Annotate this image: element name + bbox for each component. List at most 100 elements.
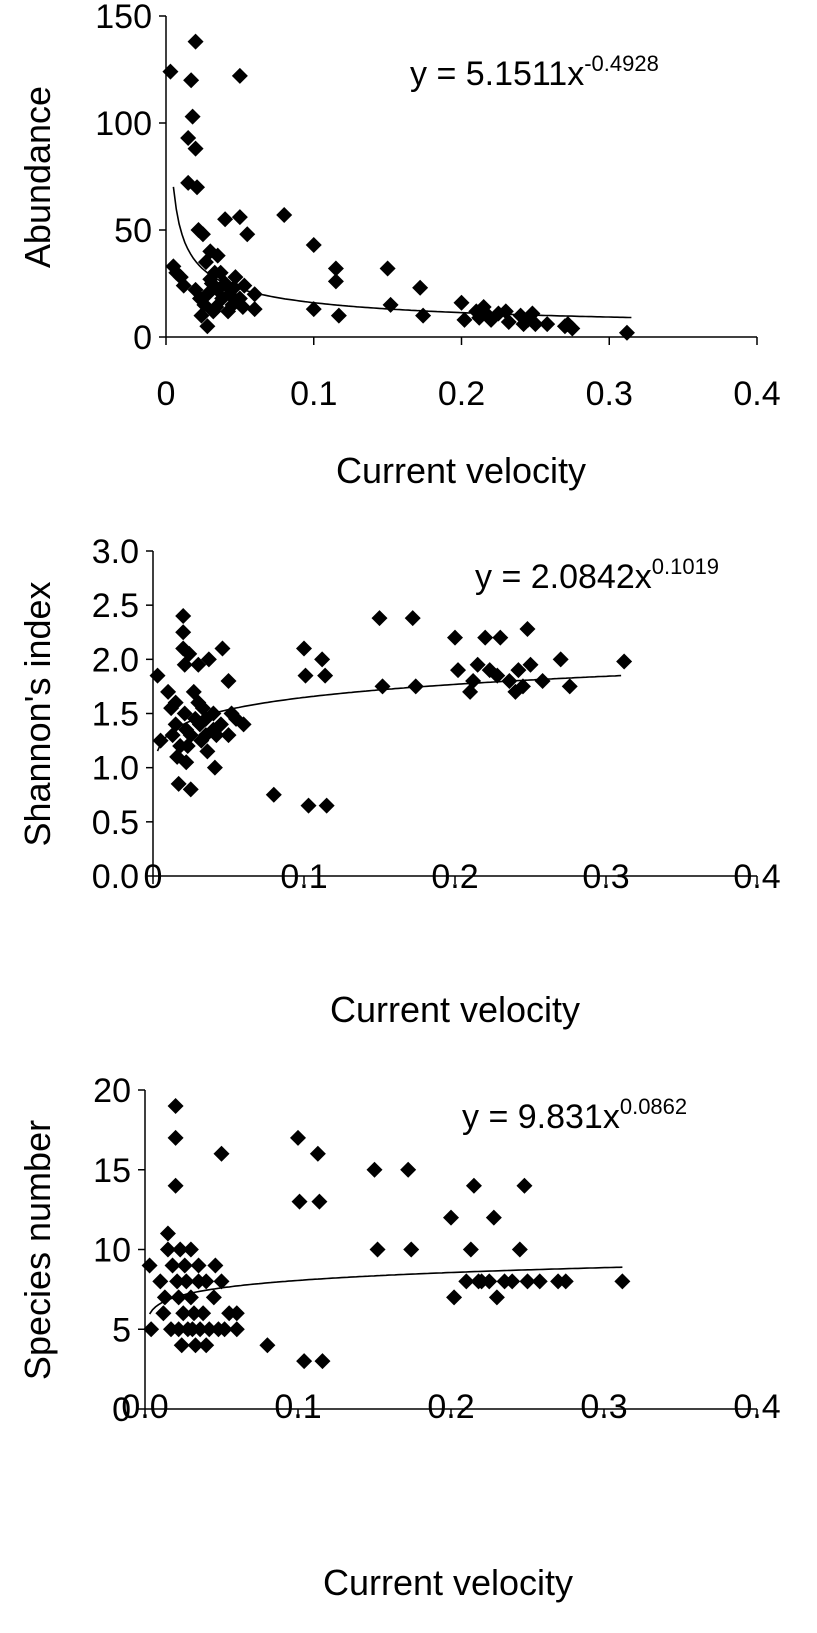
shannon-data-point	[519, 621, 536, 637]
species-data-point	[311, 1193, 328, 1210]
shannon-data-point	[220, 727, 237, 744]
species-data-point	[458, 1273, 475, 1290]
abundance-data-point	[276, 207, 293, 224]
abundance-x-tick-label: 0.3	[586, 375, 633, 413]
abundance-data-point	[199, 318, 216, 335]
shannon-data-point	[182, 781, 199, 798]
shannon-data-point	[522, 656, 539, 673]
species-data-point	[296, 1353, 313, 1370]
shannon-data-point	[199, 743, 216, 760]
species-data-point	[228, 1305, 245, 1322]
abundance-equation-base: y = 5.1511x	[410, 55, 584, 93]
shannon-x-axis-title: Current velocity	[330, 989, 580, 1030]
abundance-x-tick-label: 0	[157, 375, 176, 413]
abundance-data-point	[231, 67, 248, 84]
abundance-data-point	[539, 316, 556, 333]
species-data-point	[207, 1257, 224, 1274]
abundance-data-point	[305, 301, 322, 318]
shannon-data-point	[205, 705, 222, 722]
shannon-data-point	[160, 683, 177, 700]
shannon-equation: y = 2.0842x0.1019	[475, 554, 719, 596]
abundance-data-point	[180, 129, 197, 146]
species-data-point	[511, 1241, 528, 1258]
shannon-data-point	[404, 610, 421, 627]
species-data-point	[172, 1241, 189, 1258]
shannon-data-point	[374, 678, 391, 695]
abundance-data-point	[412, 279, 429, 296]
shannon-data-point	[200, 651, 217, 668]
species-x-tick-label: 0.4	[733, 1388, 780, 1426]
shannon-y-tick-label: 2.5	[92, 587, 139, 625]
shannon-data-point	[206, 759, 223, 776]
species-data-point	[159, 1225, 176, 1242]
species-data-point	[141, 1257, 158, 1274]
abundance-data-point	[456, 311, 473, 328]
abundance-data-point	[234, 299, 251, 316]
species-data-point	[178, 1273, 195, 1290]
abundance-data-point	[162, 63, 179, 80]
species-data-point	[201, 1321, 218, 1338]
species-y-tick-label: 5	[112, 1311, 131, 1349]
species-y-axis-title: Species number	[17, 1120, 58, 1380]
abundance-x-axis-title: Current velocity	[336, 450, 586, 491]
species-data-point	[446, 1289, 463, 1306]
shannon-y-tick-label: 0.0	[92, 858, 139, 896]
shannon-index-panel: 0.0 0.5 1.0 1.5 2.0 2.5 3.0 0 0.1 0.2 0.3 0.4 Shanno…	[17, 533, 781, 1030]
species-data-point	[167, 1097, 184, 1114]
shannon-data-point	[514, 678, 531, 695]
abundance-data-point	[187, 33, 204, 50]
species-data-point	[173, 1337, 190, 1354]
shannon-data-point	[501, 673, 518, 689]
shannon-x-tick-label: 0.1	[280, 858, 327, 896]
species-data-point	[465, 1177, 482, 1194]
abundance-data-point	[187, 140, 204, 157]
shannon-data-point	[170, 775, 187, 792]
species-data-point	[175, 1305, 192, 1322]
species-equation: y = 9.831x0.0862	[462, 1094, 687, 1136]
shannon-data-point	[178, 754, 195, 771]
abundance-y-tick-label: 50	[114, 212, 152, 250]
abundance-x-tick-label: 0.1	[290, 375, 337, 413]
species-data-point	[369, 1241, 386, 1258]
species-data-point	[291, 1193, 308, 1210]
abundance-data-point	[236, 277, 253, 294]
shannon-data-point	[175, 608, 192, 624]
abundance-y-tick-label: 150	[95, 0, 152, 36]
shannon-data-point	[296, 640, 312, 657]
shannon-equation-exponent: 0.1019	[652, 554, 719, 579]
shannon-data-point	[534, 673, 551, 689]
species-data-point	[170, 1321, 187, 1338]
shannon-data-point	[616, 653, 633, 670]
shannon-data-point	[167, 694, 184, 711]
species-data-point	[488, 1289, 505, 1306]
abundance-data-point	[231, 209, 248, 226]
shannon-data-point	[314, 651, 331, 668]
species-x-tick-label: 0.3	[580, 1388, 627, 1426]
abundance-equation: y = 5.1511x-0.4928	[410, 51, 659, 93]
abundance-data-point	[379, 260, 396, 277]
species-data-point	[216, 1321, 233, 1338]
shannon-data-point	[447, 629, 463, 646]
species-data-point	[164, 1257, 181, 1274]
species-data-point	[182, 1241, 199, 1258]
abundance-data-point	[175, 277, 192, 294]
shannon-data-point	[510, 662, 527, 679]
species-data-point	[176, 1257, 193, 1274]
species-data-point	[182, 1289, 199, 1306]
shannon-x-tick-label: 0.3	[582, 858, 629, 896]
shannon-data-point	[552, 651, 569, 668]
species-data-point	[190, 1257, 207, 1274]
species-data-point	[167, 1129, 184, 1146]
abundance-data-point	[246, 286, 263, 303]
abundance-data-point	[382, 296, 399, 313]
abundance-data-point	[189, 179, 206, 196]
shannon-data-point	[407, 678, 424, 695]
species-x-axis-title: Current velocity	[323, 1562, 573, 1603]
abundance-data-point	[618, 324, 635, 341]
species-data-point	[205, 1289, 222, 1306]
species-data-point	[516, 1177, 533, 1194]
abundance-data-point	[194, 226, 211, 243]
species-data-point	[366, 1161, 383, 1178]
abundance-x-tick-label: 0.2	[438, 375, 485, 413]
